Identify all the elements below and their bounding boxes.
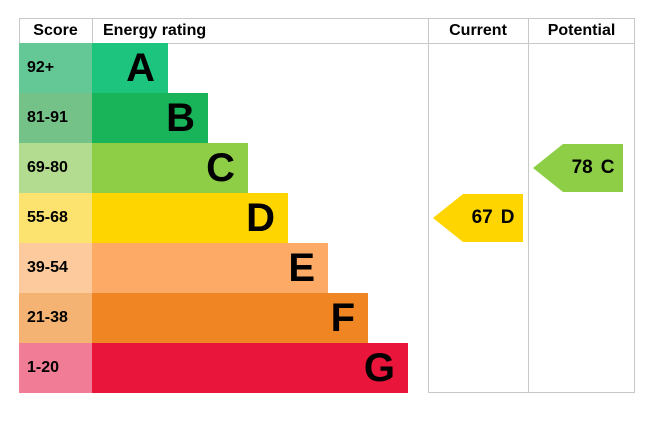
band-row-b: 81-91 B bbox=[19, 93, 635, 143]
current-rating-value: 67 D bbox=[463, 194, 523, 242]
chart-table: Score Energy rating Current Potential 92… bbox=[19, 18, 635, 393]
band-letter-d: D bbox=[246, 196, 275, 240]
current-rating-arrow: 67 D bbox=[433, 194, 523, 242]
potential-band-letter: C bbox=[600, 157, 615, 178]
band-row-d: 55-68 D bbox=[19, 193, 635, 243]
band-bar-c: C bbox=[92, 143, 248, 193]
band-letter-b: B bbox=[166, 96, 195, 140]
band-letter-c: C bbox=[206, 146, 235, 190]
potential-score: 78 bbox=[571, 157, 593, 178]
column-header-energy-rating: Energy rating bbox=[103, 22, 207, 39]
band-bar-f: F bbox=[92, 293, 368, 343]
arrow-tip-icon bbox=[433, 194, 463, 242]
column-header-score: Score bbox=[33, 22, 78, 39]
band-bar-a: A bbox=[92, 43, 168, 93]
band-bar-g: G bbox=[92, 343, 408, 393]
score-range-e: 39-54 bbox=[19, 243, 92, 293]
score-range-d: 55-68 bbox=[19, 193, 92, 243]
score-range-b: 81-91 bbox=[19, 93, 92, 143]
potential-rating-arrow: 78 C bbox=[533, 144, 623, 192]
score-range-f: 21-38 bbox=[19, 293, 92, 343]
grid-line-current-divider bbox=[428, 18, 429, 393]
band-bar-e: E bbox=[92, 243, 328, 293]
column-header-current: Current bbox=[449, 22, 507, 39]
score-range-g: 1-20 bbox=[19, 343, 92, 393]
band-bar-b: B bbox=[92, 93, 208, 143]
current-band-letter: D bbox=[500, 207, 515, 228]
band-row-e: 39-54 E bbox=[19, 243, 635, 293]
band-row-c: 69-80 C bbox=[19, 143, 635, 193]
grid-line-right bbox=[634, 18, 635, 393]
band-letter-a: A bbox=[126, 46, 155, 90]
grid-line-left bbox=[19, 18, 20, 43]
band-row-a: 92+ A bbox=[19, 43, 635, 93]
column-header-potential: Potential bbox=[547, 22, 616, 39]
arrow-tip-icon bbox=[533, 144, 563, 192]
band-row-g: 1-20 G bbox=[19, 343, 635, 393]
band-letter-g: G bbox=[363, 346, 395, 390]
band-letter-e: E bbox=[288, 246, 315, 290]
grid-line-score-divider bbox=[92, 18, 93, 43]
band-bar-d: D bbox=[92, 193, 288, 243]
current-score: 67 bbox=[471, 207, 493, 228]
grid-line-potential-divider bbox=[528, 18, 529, 393]
grid-line-top bbox=[19, 18, 635, 19]
grid-line-bottom bbox=[428, 392, 635, 393]
grid-line-header-bottom bbox=[19, 43, 635, 44]
score-range-a: 92+ bbox=[19, 43, 92, 93]
band-row-f: 21-38 F bbox=[19, 293, 635, 343]
band-letter-f: F bbox=[330, 296, 355, 340]
band-rows: 92+ A 81-91 B 69-80 C 55-68 D 39-54 E 21… bbox=[19, 43, 635, 393]
potential-rating-value: 78 C bbox=[563, 144, 623, 192]
score-range-c: 69-80 bbox=[19, 143, 92, 193]
